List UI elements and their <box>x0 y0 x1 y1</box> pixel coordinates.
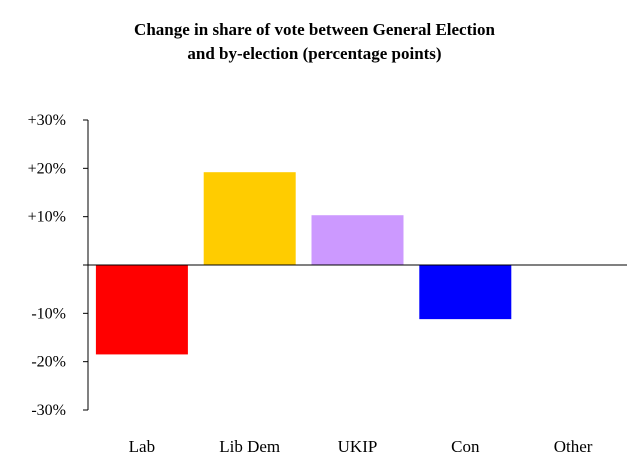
category-label: UKIP <box>338 437 378 455</box>
y-tick-label: -10% <box>31 305 66 322</box>
y-tick-label: +10% <box>28 209 66 226</box>
y-tick-label: +30% <box>28 112 66 129</box>
category-label: Other <box>554 437 593 455</box>
chart-title: Change in share of vote between General … <box>0 18 629 66</box>
category-label: Con <box>451 437 480 455</box>
y-tick-label: -30% <box>31 402 66 419</box>
y-tick-label: +20% <box>28 160 66 177</box>
y-tick-label: -20% <box>31 354 66 371</box>
chart-title-line-1: Change in share of vote between General … <box>134 20 495 39</box>
bar-lib-dem <box>203 172 296 265</box>
bar-ukip <box>311 215 404 265</box>
chart-title-line-2: and by-election (percentage points) <box>187 44 442 63</box>
category-label: Lib Dem <box>219 437 280 455</box>
bar-con <box>419 265 512 320</box>
bar-lab <box>95 265 188 355</box>
category-label: Lab <box>129 437 155 455</box>
